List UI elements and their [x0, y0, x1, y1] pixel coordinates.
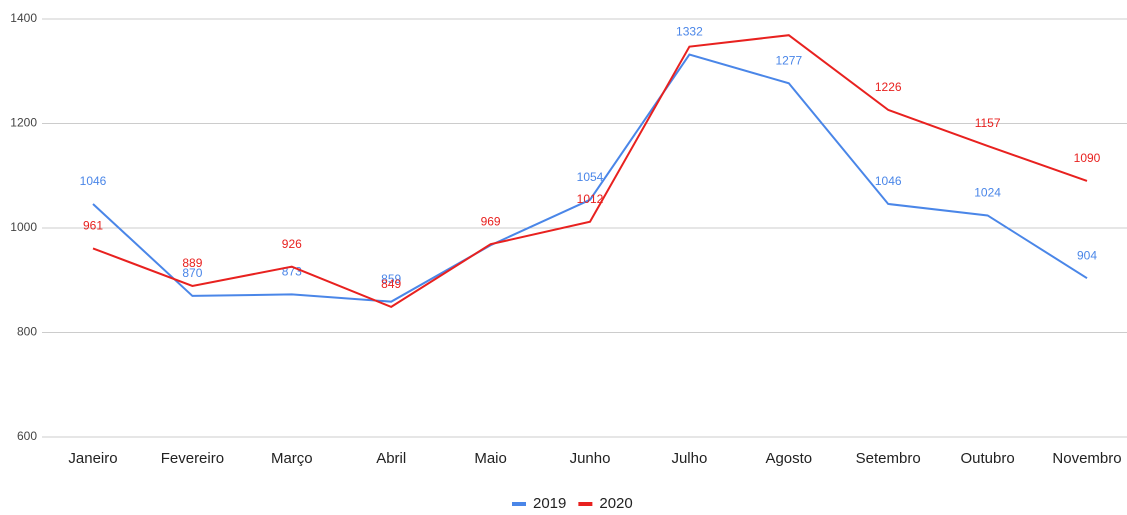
data-label: 926	[282, 237, 302, 251]
y-tick-label: 1200	[10, 116, 37, 130]
data-label: 1090	[1074, 151, 1101, 165]
x-tick-label: Março	[271, 450, 313, 467]
data-label: 1024	[974, 186, 1001, 200]
series-line	[92, 53, 1088, 303]
data-label: 1157	[975, 116, 1001, 130]
data-label: 904	[1077, 248, 1097, 262]
x-tick-label: Junho	[570, 450, 611, 467]
legend-label: 2020	[599, 495, 632, 510]
data-label: 1054	[577, 170, 604, 184]
data-label: 961	[83, 219, 103, 233]
legend-label: 2019	[533, 495, 566, 510]
x-tick-label: Janeiro	[68, 450, 117, 467]
data-label: 1332	[676, 25, 703, 39]
x-tick-label: Setembro	[856, 450, 921, 467]
x-tick-label: Fevereiro	[161, 450, 224, 467]
x-tick-label: Outubro	[960, 450, 1014, 467]
x-tick-label: Maio	[474, 450, 507, 467]
data-label: 870	[182, 266, 202, 280]
legend-swatch	[578, 502, 593, 506]
y-tick-label: 800	[17, 325, 37, 339]
data-label: 1277	[775, 53, 802, 67]
data-label: 889	[182, 256, 202, 270]
series-line	[92, 34, 1088, 309]
y-tick-label: 600	[17, 429, 37, 443]
x-tick-label: Novembro	[1052, 450, 1121, 467]
x-tick-label: Agosto	[765, 450, 812, 467]
data-label: 969	[481, 214, 501, 228]
data-label: 1226	[875, 80, 902, 94]
data-label: 859	[381, 272, 401, 286]
data-label: 1046	[80, 174, 107, 188]
data-label: 1046	[875, 174, 902, 188]
data-label: 849	[381, 277, 401, 291]
y-tick-label: 1000	[10, 220, 37, 234]
x-tick-label: Julho	[671, 450, 707, 467]
data-label: 1012	[577, 192, 604, 206]
legend-swatch	[512, 502, 526, 506]
y-tick-label: 1400	[10, 11, 37, 25]
x-tick-label: Abril	[376, 450, 406, 467]
